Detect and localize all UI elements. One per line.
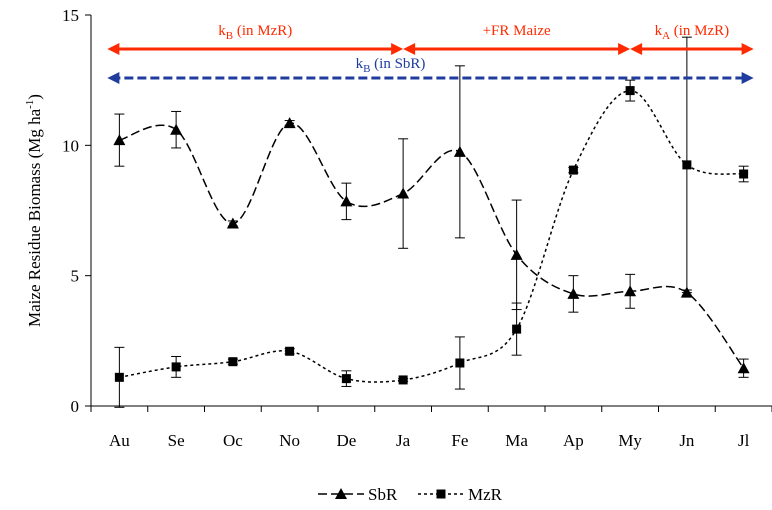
x-tick-label: Ma	[505, 431, 528, 450]
x-tick-label: Fe	[451, 431, 468, 450]
marker	[335, 488, 347, 499]
annotation-label-part: k	[218, 23, 226, 39]
arrow-head	[403, 43, 416, 55]
x-tick-label: Se	[168, 431, 185, 450]
x-tick-label: Oc	[223, 431, 243, 450]
x-tick-label: Au	[109, 431, 130, 450]
marker	[455, 358, 465, 368]
marker	[512, 324, 522, 334]
marker	[625, 86, 635, 96]
legend-item: SbR	[318, 485, 398, 504]
y-axis-label-part: )	[25, 94, 44, 100]
marker	[113, 134, 126, 146]
arrow-head	[618, 43, 631, 55]
annotation-label-part: (in MzR)	[233, 23, 292, 39]
legend-label: MzR	[468, 485, 503, 504]
marker	[567, 287, 580, 299]
x-tick-label: No	[279, 431, 300, 450]
series-line	[119, 89, 744, 383]
annotation-label: kB (in MzR)	[218, 23, 292, 42]
arrow-head	[630, 43, 643, 55]
marker	[739, 169, 749, 179]
x-tick-label: Jl	[738, 431, 750, 450]
marker	[397, 187, 410, 199]
annotation-arrow	[107, 43, 404, 55]
x-tick-label: De	[336, 431, 356, 450]
marker	[341, 374, 351, 384]
marker	[228, 357, 238, 367]
marker	[737, 362, 750, 374]
arrow-head	[107, 43, 120, 55]
annotation-label-part: A	[662, 30, 670, 42]
arrow-head	[741, 72, 754, 84]
x-tick-label: Ja	[396, 431, 411, 450]
x-tick-label: My	[618, 431, 642, 450]
marker	[510, 248, 523, 260]
annotation-label-part: +FR Maize	[483, 23, 551, 39]
y-tick-label: 5	[71, 267, 80, 286]
marker	[171, 362, 181, 372]
marker	[340, 195, 353, 207]
marker	[170, 123, 183, 135]
marker	[682, 160, 692, 170]
marker	[624, 285, 637, 297]
annotation-label-part: k	[356, 56, 364, 72]
marker	[436, 489, 446, 499]
y-axis-label-part: -1	[24, 100, 36, 109]
annotation-arrow	[630, 43, 754, 55]
legend-label: SbR	[368, 485, 398, 504]
y-tick-label: 0	[71, 397, 80, 416]
marker	[568, 165, 578, 175]
annotation-label: kB (in SbR)	[356, 56, 426, 75]
y-tick-label: 10	[62, 136, 79, 155]
annotation-label-part: B	[363, 63, 370, 75]
marker	[283, 117, 296, 129]
annotation-label-part: k	[655, 23, 663, 39]
legend-item: MzR	[418, 485, 503, 504]
marker	[285, 346, 295, 356]
annotation-label: kA (in MzR)	[655, 23, 730, 42]
y-tick-label: 15	[62, 6, 79, 25]
y-axis-label-part: Maize Residue Biomass (Mg ha	[25, 108, 44, 327]
y-axis-label: Maize Residue Biomass (Mg ha-1)	[24, 94, 44, 327]
arrow-head	[741, 43, 754, 55]
marker	[226, 217, 239, 229]
x-tick-label: Jn	[679, 431, 695, 450]
arrow-head	[107, 72, 120, 84]
annotation-arrow	[107, 72, 754, 84]
series-line	[119, 122, 745, 369]
arrow-head	[391, 43, 404, 55]
marker	[453, 145, 466, 157]
annotation-label-part: B	[226, 30, 233, 42]
annotation-arrow	[403, 43, 631, 55]
marker	[114, 372, 124, 382]
annotation-label-part: (in SbR)	[370, 56, 425, 72]
annotation-label-part: (in MzR)	[670, 23, 729, 39]
marker	[398, 375, 408, 385]
annotation-label: +FR Maize	[483, 23, 551, 39]
x-tick-label: Ap	[563, 431, 584, 450]
